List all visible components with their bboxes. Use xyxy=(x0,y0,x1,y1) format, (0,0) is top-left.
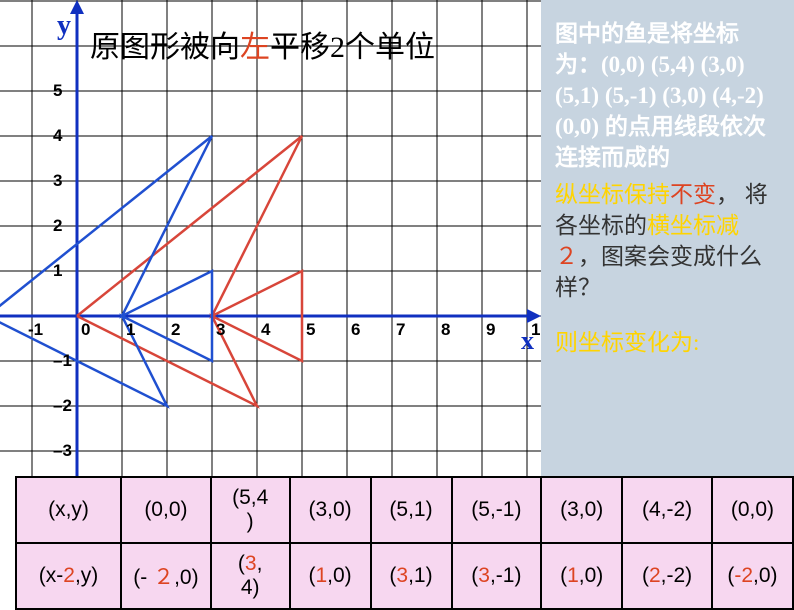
table-cell: (3,0) xyxy=(290,477,371,543)
x-tick-label: 4 xyxy=(261,320,270,340)
side-result-label: 则坐标变化为: xyxy=(555,327,780,358)
table-cell: (2,-2) xyxy=(622,543,712,609)
table-cell: (x-2,y) xyxy=(16,543,121,609)
q-part1: 纵坐标保持 xyxy=(555,182,670,207)
table-cell: (- ２,0) xyxy=(121,543,211,609)
x-tick-label: 7 xyxy=(396,320,405,340)
table-cell: (3, 4) xyxy=(211,543,290,609)
table-cell: (5,1) xyxy=(371,477,452,543)
table-cell: (3,-1) xyxy=(452,543,542,609)
q-yellow2: 横坐标 xyxy=(647,213,716,238)
table-cell: (x,y) xyxy=(16,477,121,543)
y-tick-label: 3 xyxy=(53,171,62,191)
title-pre: 原图形被向 xyxy=(90,31,240,64)
q-tail2: ，图案会变成什么样？ xyxy=(555,244,762,300)
x-tick-label: 6 xyxy=(351,320,360,340)
table-cell: (0,0) xyxy=(121,477,211,543)
y-tick-label: –1 xyxy=(53,351,72,371)
table-cell: (-2,0) xyxy=(712,543,793,609)
y-tick-label: 1 xyxy=(53,261,62,281)
table-row: (x-2,y)(- ２,0)(3, 4)(1,0)(3,1)(3,-1)(1,0… xyxy=(16,543,793,609)
q-tail1: ， xyxy=(716,182,739,207)
main-area: y x 原图形被向左平移2个单位 -2-101234567891054321–1… xyxy=(0,0,794,596)
x-tick-label: -1 xyxy=(28,320,43,340)
table-cell: (5,-1) xyxy=(452,477,542,543)
x-tick-label: 3 xyxy=(216,320,225,340)
x-tick-label: 9 xyxy=(486,320,495,340)
y-tick-label: 4 xyxy=(53,126,62,146)
side-intro-text: 图中的鱼是将坐标为：(0,0) (5,4) (3,0) (5,1) (5,-1)… xyxy=(555,18,780,173)
chart-title: 原图形被向左平移2个单位 xyxy=(90,22,435,66)
y-tick-label: –2 xyxy=(53,396,72,416)
title-red: 左 xyxy=(240,31,270,64)
q-red2: ２ xyxy=(555,244,578,269)
x-tick-label: 1 xyxy=(126,320,135,340)
table-cell: (3,0) xyxy=(541,477,622,543)
y-tick-label: 2 xyxy=(53,216,62,236)
side-panel: 图中的鱼是将坐标为：(0,0) (5,4) (3,0) (5,1) (5,-1)… xyxy=(541,0,794,476)
y-tick-label: –3 xyxy=(53,441,72,461)
table-cell: (0,0) xyxy=(712,477,793,543)
x-tick-label: 5 xyxy=(306,320,315,340)
q-red1: 不变 xyxy=(670,182,716,207)
y-axis-label: y xyxy=(57,10,71,42)
table-cell: (3,1) xyxy=(371,543,452,609)
x-tick-label: 0 xyxy=(81,320,90,340)
q-mid2: 减 xyxy=(716,213,739,238)
title-post: 平移2个单位 xyxy=(270,31,435,64)
x-tick-label: 8 xyxy=(441,320,450,340)
y-tick-label: 5 xyxy=(53,81,62,101)
coordinate-table: (x,y)(0,0)(5,4 )(3,0)(5,1)(5,-1)(3,0)(4,… xyxy=(15,476,794,610)
table-cell: (1,0) xyxy=(541,543,622,609)
table-cell: (1,0) xyxy=(290,543,371,609)
table-row: (x,y)(0,0)(5,4 )(3,0)(5,1)(5,-1)(3,0)(4,… xyxy=(16,477,793,543)
table-cell: (5,4 ) xyxy=(211,477,290,543)
coordinate-plot xyxy=(0,0,541,476)
side-question: 纵坐标保持不变， 将各坐标的横坐标减２，图案会变成什么样？ xyxy=(555,179,780,303)
x-tick-label: 2 xyxy=(171,320,180,340)
table-cell: (4,-2) xyxy=(622,477,712,543)
